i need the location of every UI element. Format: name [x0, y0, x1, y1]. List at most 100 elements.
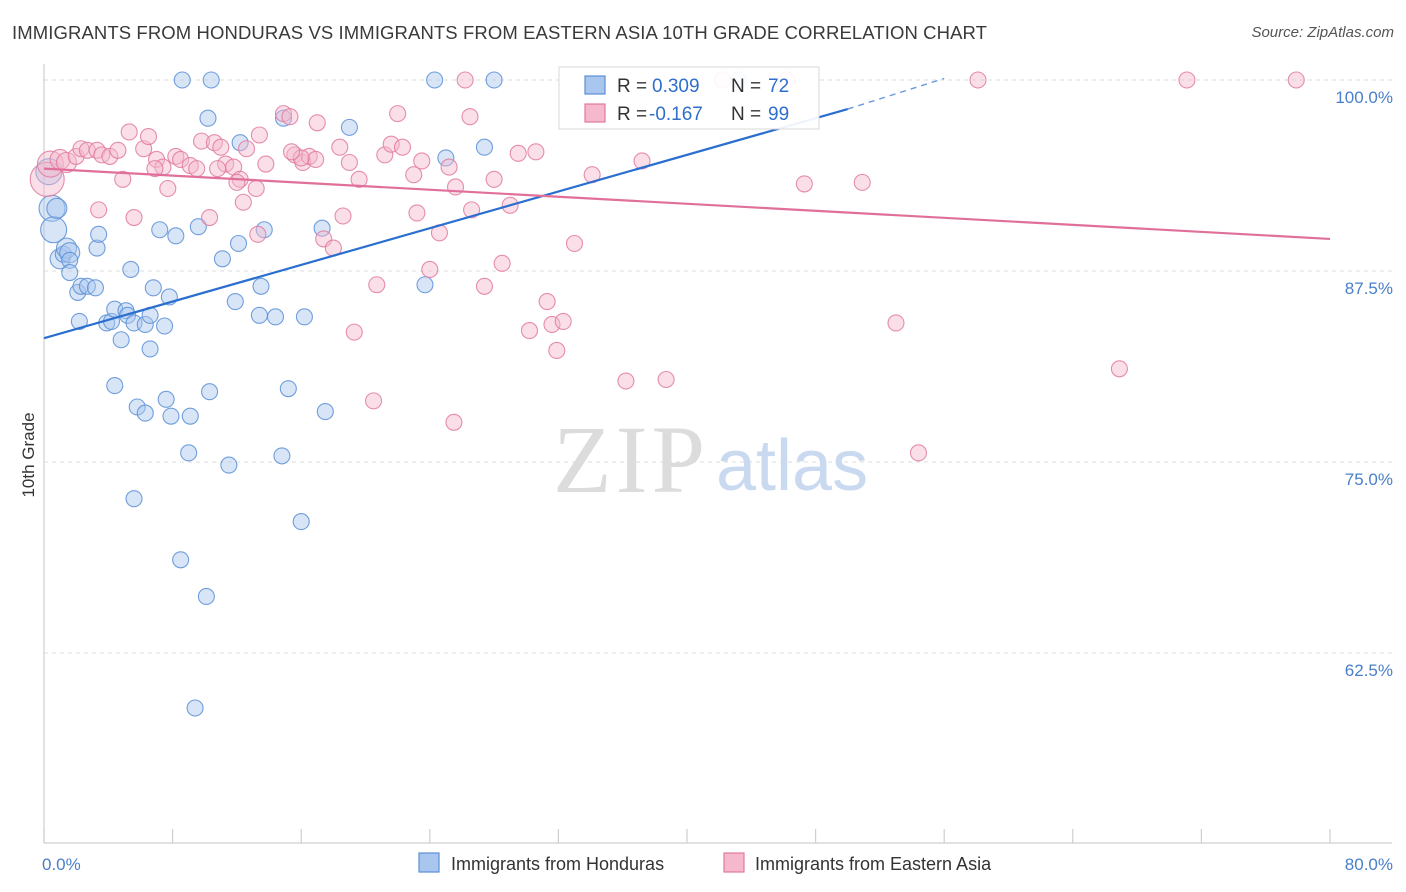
- point-eastern-asia: [249, 225, 267, 243]
- point-eastern-asia: [421, 260, 439, 279]
- point-eastern-asia: [657, 370, 675, 389]
- chart-title: IMMIGRANTS FROM HONDURAS VS IMMIGRANTS F…: [12, 22, 988, 43]
- watermark-atlas: atlas: [716, 426, 868, 506]
- point-eastern-asia: [389, 105, 407, 123]
- n-value-honduras: 72: [768, 76, 789, 97]
- point-eastern-asia: [201, 208, 219, 227]
- point-eastern-asia: [887, 314, 905, 332]
- point-eastern-asia: [350, 170, 368, 188]
- gridlines: [44, 79, 1392, 654]
- point-honduras: [136, 315, 154, 334]
- point-eastern-asia: [90, 201, 108, 219]
- point-eastern-asia: [440, 158, 458, 176]
- point-honduras: [250, 306, 268, 324]
- point-eastern-asia: [368, 276, 386, 294]
- point-honduras: [252, 277, 270, 295]
- point-eastern-asia: [548, 341, 566, 360]
- point-honduras: [226, 293, 244, 311]
- point-honduras: [172, 551, 190, 569]
- r-value-honduras: 0.309: [652, 76, 700, 97]
- point-eastern-asia: [139, 127, 158, 146]
- point-eastern-asia: [456, 71, 474, 89]
- x-tick-label-max: 80.0%: [1345, 855, 1393, 874]
- point-honduras: [220, 456, 238, 474]
- point-eastern-asia: [167, 147, 185, 165]
- r-label: R =: [617, 76, 647, 97]
- point-eastern-asia: [159, 179, 177, 198]
- y-tick-label: 100.0%: [1335, 88, 1393, 107]
- point-eastern-asia: [120, 123, 138, 141]
- point-eastern-asia: [1110, 360, 1128, 378]
- point-eastern-asia: [795, 175, 813, 193]
- watermark-zip: ZIP: [553, 406, 709, 513]
- point-honduras: [106, 377, 124, 395]
- point-eastern-asia: [853, 173, 871, 191]
- point-honduras: [485, 71, 503, 89]
- point-honduras: [141, 340, 159, 358]
- point-honduras: [279, 380, 297, 398]
- point-eastern-asia: [109, 141, 127, 159]
- y-axis-title: 10th Grade: [19, 412, 38, 497]
- point-eastern-asia: [909, 444, 928, 462]
- point-eastern-asia: [345, 323, 363, 341]
- point-honduras: [181, 407, 199, 425]
- point-honduras: [122, 260, 140, 279]
- point-eastern-asia: [493, 254, 511, 272]
- point-honduras: [186, 699, 204, 717]
- point-honduras: [316, 403, 334, 421]
- point-honduras: [167, 227, 185, 245]
- y-tick-label: 75.0%: [1345, 470, 1393, 489]
- point-honduras: [136, 404, 154, 422]
- point-honduras: [156, 317, 174, 335]
- point-eastern-asia: [527, 143, 545, 161]
- watermark: ZIP atlas: [553, 406, 868, 513]
- x-tick-labels: 0.0% 80.0%: [42, 855, 1393, 874]
- legend-label-eastern-asia: Immigrants from Eastern Asia: [755, 854, 992, 874]
- point-eastern-asia: [55, 151, 78, 174]
- point-honduras: [189, 218, 207, 236]
- point-eastern-asia: [331, 138, 349, 156]
- point-eastern-asia: [520, 322, 539, 340]
- point-eastern-asia: [114, 170, 132, 188]
- trend-lines: [43, 77, 1331, 340]
- point-eastern-asia: [212, 138, 230, 156]
- point-eastern-asia: [234, 193, 252, 211]
- point-eastern-asia: [485, 170, 503, 188]
- scatter-points: [29, 71, 1305, 717]
- point-honduras: [151, 221, 169, 239]
- point-eastern-asia: [554, 312, 572, 330]
- point-eastern-asia: [413, 152, 431, 170]
- point-eastern-asia: [463, 201, 481, 219]
- point-honduras: [213, 250, 231, 268]
- point-eastern-asia: [617, 372, 635, 390]
- point-eastern-asia: [461, 108, 479, 126]
- point-honduras: [40, 216, 68, 244]
- point-honduras: [292, 513, 310, 531]
- point-honduras: [61, 251, 79, 269]
- point-honduras: [274, 109, 293, 127]
- point-eastern-asia: [308, 114, 326, 132]
- trend-line-honduras: [43, 107, 849, 340]
- trend-line-honduras-extension: [847, 77, 945, 110]
- point-honduras: [125, 490, 143, 508]
- point-eastern-asia: [257, 155, 275, 173]
- point-honduras: [201, 383, 219, 401]
- legend-label-honduras: Immigrants from Honduras: [451, 854, 664, 874]
- point-honduras: [416, 276, 434, 294]
- point-eastern-asia: [250, 126, 268, 144]
- axes: [43, 64, 1392, 844]
- point-eastern-asia: [408, 204, 426, 222]
- point-honduras: [46, 197, 68, 219]
- point-honduras: [162, 407, 180, 425]
- point-honduras: [144, 279, 162, 297]
- point-honduras: [295, 308, 313, 326]
- point-honduras: [475, 138, 494, 156]
- point-honduras: [197, 587, 215, 606]
- point-eastern-asia: [283, 143, 301, 161]
- point-eastern-asia: [36, 150, 64, 178]
- point-honduras: [90, 225, 108, 243]
- point-eastern-asia: [281, 108, 299, 126]
- point-eastern-asia: [192, 132, 211, 150]
- r-value-eastern-asia: -0.167: [649, 104, 703, 125]
